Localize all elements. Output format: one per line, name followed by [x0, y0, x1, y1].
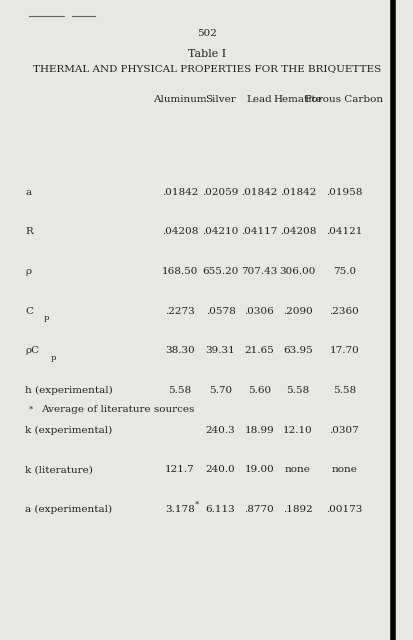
Text: a: a [25, 188, 31, 196]
Text: 5.58: 5.58 [332, 386, 355, 395]
Text: 5.58: 5.58 [168, 386, 191, 395]
Text: .04208: .04208 [279, 227, 315, 236]
Text: *: * [29, 406, 33, 413]
Text: 5.58: 5.58 [286, 386, 309, 395]
Text: Lead: Lead [246, 95, 271, 104]
Text: Porous Carbon: Porous Carbon [304, 95, 382, 104]
Text: 38.30: 38.30 [165, 346, 195, 355]
Text: 655.20: 655.20 [202, 267, 238, 276]
Text: 306.00: 306.00 [279, 267, 315, 276]
Text: .01958: .01958 [325, 188, 361, 196]
Text: k (experimental): k (experimental) [25, 426, 112, 435]
Text: none: none [284, 465, 310, 474]
Text: 5.60: 5.60 [247, 386, 270, 395]
Text: 63.95: 63.95 [282, 346, 312, 355]
Text: .2360: .2360 [329, 307, 358, 316]
Text: Table I: Table I [188, 49, 225, 59]
Text: THERMAL AND PHYSICAL PROPERTIES FOR THE BRIQUETTES: THERMAL AND PHYSICAL PROPERTIES FOR THE … [33, 64, 380, 73]
Text: 39.31: 39.31 [205, 346, 235, 355]
Text: ρC: ρC [25, 346, 39, 355]
Text: 19.00: 19.00 [244, 465, 273, 474]
Text: .0306: .0306 [244, 307, 273, 316]
Text: .8770: .8770 [244, 505, 273, 514]
Text: .1892: .1892 [282, 505, 312, 514]
Text: p: p [44, 314, 49, 322]
Text: 240.0: 240.0 [205, 465, 235, 474]
Text: 121.7: 121.7 [165, 465, 195, 474]
Text: k (literature): k (literature) [25, 465, 93, 474]
Text: 240.3: 240.3 [205, 426, 235, 435]
Text: .2090: .2090 [282, 307, 312, 316]
Text: 3.178: 3.178 [165, 505, 195, 514]
Text: 502: 502 [197, 29, 216, 38]
Text: 168.50: 168.50 [161, 267, 198, 276]
Text: Silver: Silver [205, 95, 235, 104]
Text: 5.70: 5.70 [209, 386, 232, 395]
Text: 18.99: 18.99 [244, 426, 273, 435]
Text: .01842: .01842 [240, 188, 277, 196]
Text: 707.43: 707.43 [240, 267, 277, 276]
Text: .01842: .01842 [279, 188, 315, 196]
Text: C: C [25, 307, 33, 316]
Text: R: R [25, 227, 33, 236]
Text: .04121: .04121 [325, 227, 361, 236]
Text: ρ: ρ [25, 267, 31, 276]
Text: .2273: .2273 [165, 307, 195, 316]
Text: Average of literature sources: Average of literature sources [40, 405, 194, 414]
Text: .00173: .00173 [325, 505, 361, 514]
Text: .0578: .0578 [205, 307, 235, 316]
Text: .02059: .02059 [202, 188, 238, 196]
Text: 75.0: 75.0 [332, 267, 355, 276]
Text: .04210: .04210 [202, 227, 238, 236]
Text: 6.113: 6.113 [205, 505, 235, 514]
Text: h (experimental): h (experimental) [25, 386, 113, 395]
Text: .01842: .01842 [161, 188, 198, 196]
Text: Hematite: Hematite [273, 95, 321, 104]
Text: p: p [50, 354, 56, 362]
Text: Aluminum: Aluminum [153, 95, 206, 104]
Text: .04117: .04117 [240, 227, 277, 236]
Text: 21.65: 21.65 [244, 346, 273, 355]
Text: .0307: .0307 [329, 426, 358, 435]
Text: .04208: .04208 [161, 227, 198, 236]
Text: 12.10: 12.10 [282, 426, 312, 435]
Text: none: none [330, 465, 356, 474]
Text: 17.70: 17.70 [329, 346, 358, 355]
Text: a (experimental): a (experimental) [25, 505, 112, 514]
Text: *: * [194, 500, 198, 508]
